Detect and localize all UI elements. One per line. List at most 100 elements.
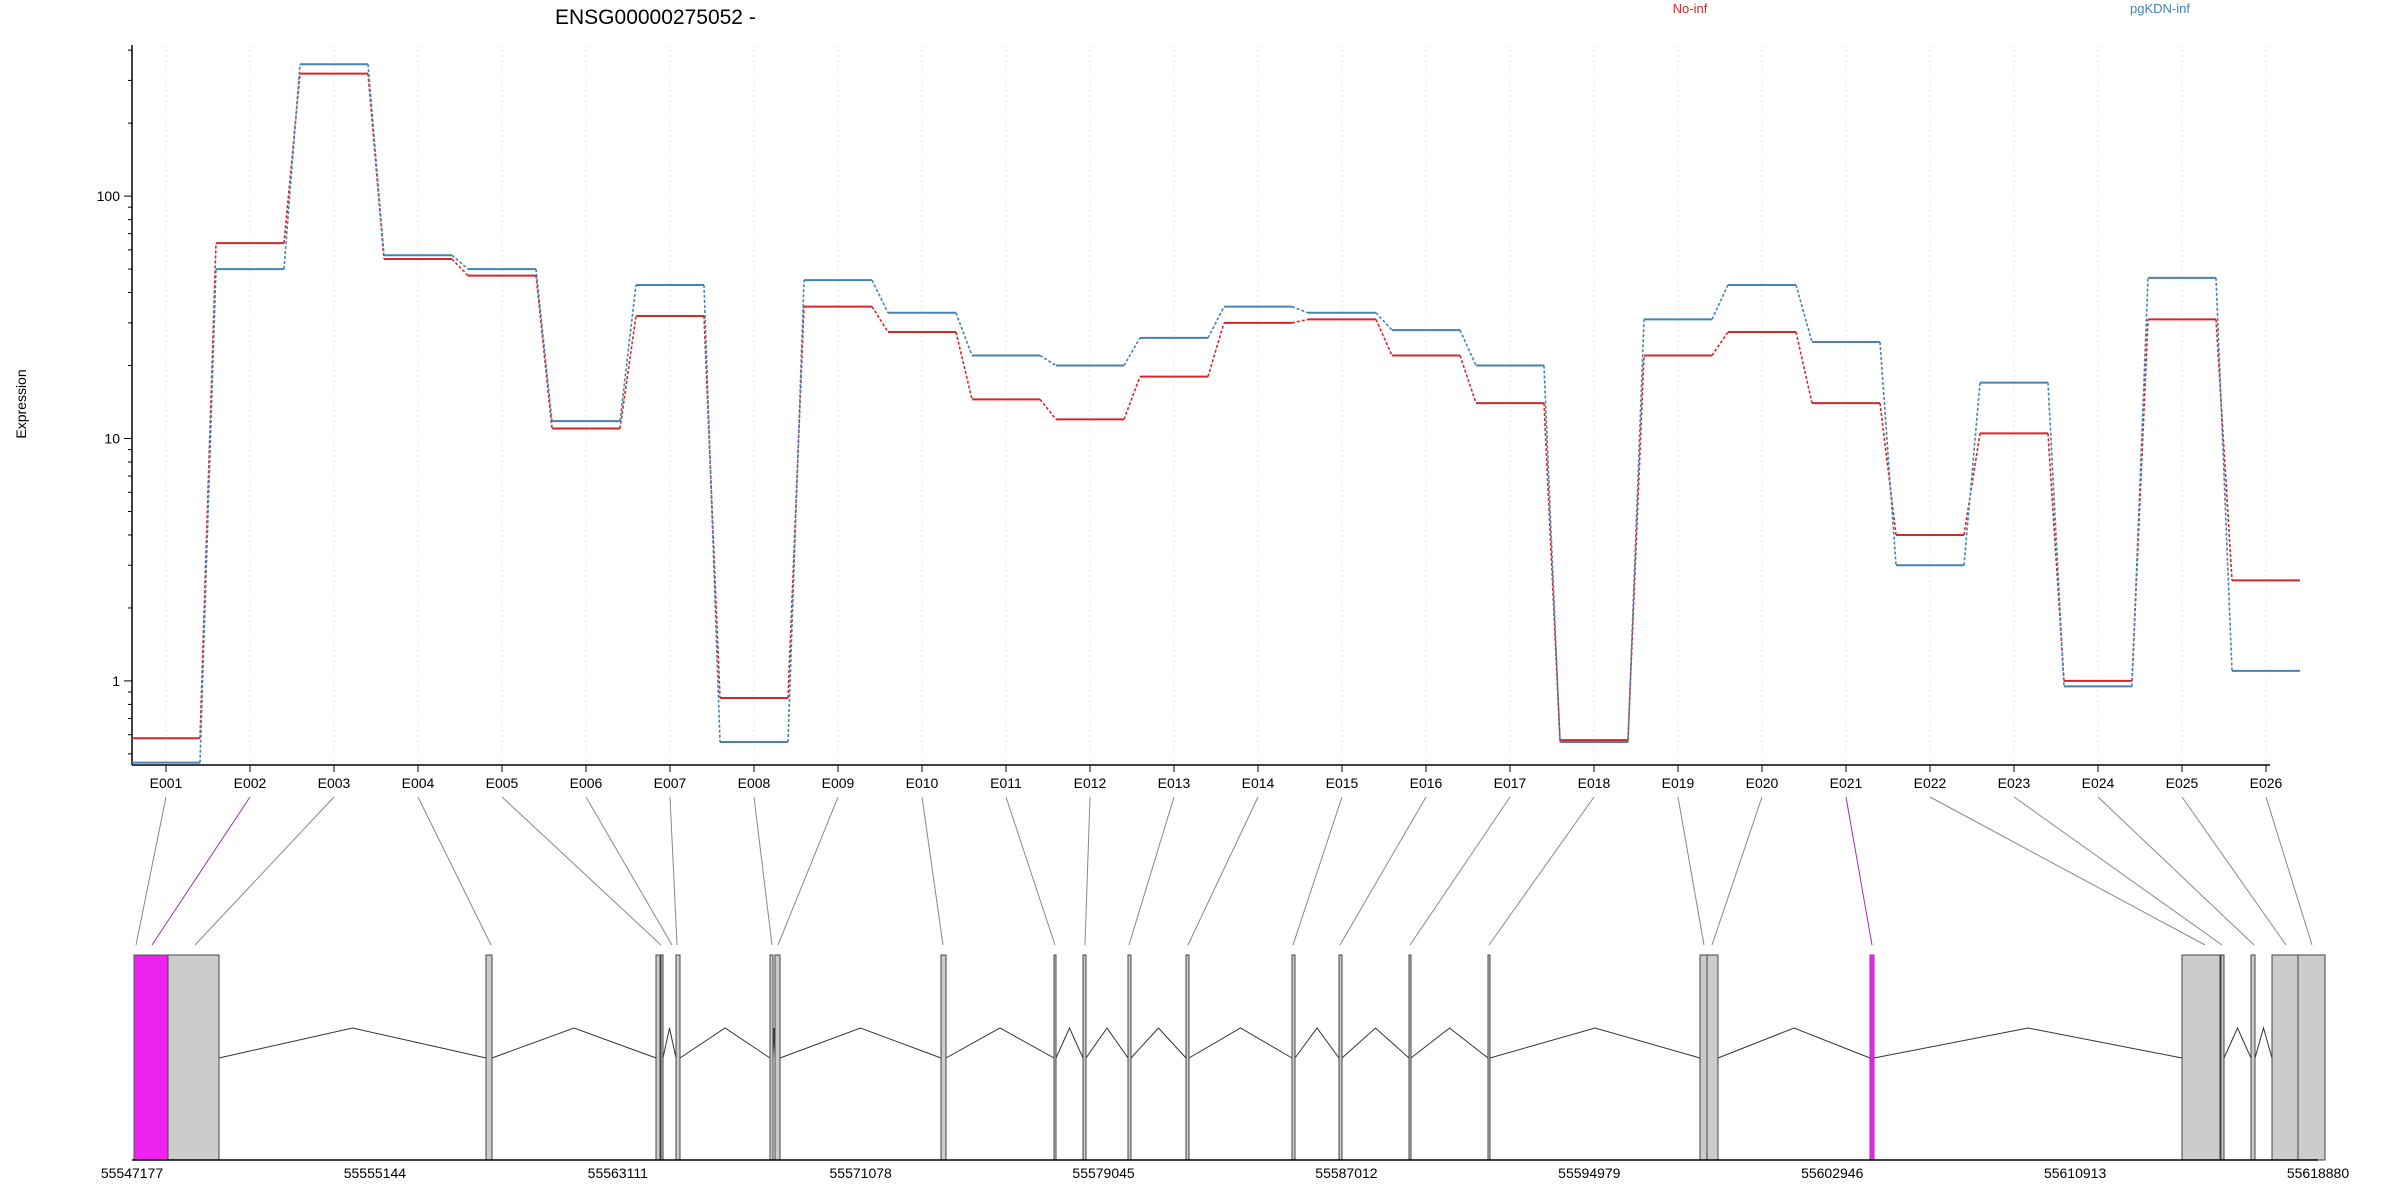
x-tick-label: E001 [150,775,183,791]
exon-transition-line [1039,354,1057,367]
highlighted-exon [133,954,169,1161]
intron-line [1130,1027,1187,1059]
exon-transition-line [619,315,637,429]
exon-box [940,954,947,1161]
exon-connector [1084,796,1091,946]
intron-line [491,1027,657,1059]
exon-transition-line [1123,337,1141,366]
coord-tick-label: 55602946 [1801,1165,1864,1181]
exon-connector [1005,796,1056,946]
exon-transition-line [1795,331,1813,404]
exon-transition-line [1291,318,1309,324]
exon-transition-line [1375,312,1393,331]
coord-tick-label: 55594979 [1558,1165,1621,1181]
exon-transition-line [1123,376,1141,420]
coord-tick-label: 55547177 [101,1165,164,1181]
x-tick-label: E018 [1578,775,1611,791]
x-tick-label: E020 [1746,775,1779,791]
x-tick-label: E025 [2166,775,2199,791]
exon-box [1082,954,1087,1161]
exon-connector [1128,796,1175,946]
exon-transition-line [1543,365,1561,743]
exon-connector [501,796,662,946]
exon-box [1408,954,1412,1161]
x-tick-label: E026 [2250,775,2283,791]
intron-line [779,1027,942,1059]
legend-label-no-inf: No-inf [1673,1,1708,16]
intron-line [945,1027,1055,1059]
exon-transition-line [1879,341,1897,566]
exon-transition-line [955,312,973,356]
x-tick-label: E017 [1494,775,1527,791]
exon-box [1127,954,1132,1161]
x-tick-label: E022 [1914,775,1947,791]
y-axis: 1 10 100 [97,45,133,765]
intron-line [1410,1027,1489,1059]
intron-line [1188,1027,1293,1059]
intron-line [1085,1027,1129,1059]
exon-box [2297,954,2326,1161]
exon-box [1706,954,1719,1161]
exon-connector [417,796,492,946]
exon-transition-line [955,331,973,400]
exon-box [660,954,664,1161]
exon-transition-line [199,243,217,739]
exon-connector-lines [135,796,2313,946]
exon-box [1291,954,1296,1161]
exon-transition-line [1207,306,1225,339]
intron-line [2254,1026,2273,1059]
x-tick-label: E006 [570,775,603,791]
exon-transition-line [1459,329,1477,366]
y-axis-label: Expression [13,369,29,438]
x-tick-label: E014 [1242,775,1275,791]
x-tick-label: E011 [990,775,1022,791]
genomic-coordinate-axis: 55547177 55555144 55563111 55571078 55579045… [101,1159,2350,1181]
intron-line [1489,1027,1701,1059]
exon-transition-line [787,280,805,743]
exon-transition-line [367,64,385,256]
exon-connector [2265,796,2313,946]
series-no-inf [132,72,2300,742]
intron-line [662,1027,677,1059]
exon-box [1338,954,1343,1161]
exon-transition-line [1039,398,1057,420]
exon-connector [1677,796,1705,946]
x-tick-label: E019 [1662,775,1695,791]
exon-transition-line [1543,403,1561,741]
exon-connector [1488,796,1595,946]
exon-connector [921,796,944,946]
exon-connector [2097,796,2255,946]
intron-line [1717,1027,1871,1059]
coord-tick-label: 55563111 [588,1165,648,1181]
exon-transition-line [2215,277,2233,671]
exon-transition-line [451,254,469,270]
coord-tick-label: 55618880 [2287,1165,2350,1181]
x-tick-label: E021 [1830,775,1863,791]
exon-transition-line [1795,284,1813,343]
exon-box [2181,954,2221,1161]
x-tick-label: E024 [2082,775,2115,791]
exon-box [167,954,220,1161]
series-lines [132,63,2300,764]
x-tick-label: E002 [234,775,267,791]
intron-line [679,1027,771,1059]
x-tick-label: E013 [1158,775,1191,791]
exon-transition-line [1627,355,1645,741]
y-tick-label: 100 [97,188,121,204]
exon-transition-line [619,284,637,422]
series-pgkdn-inf [132,63,2300,764]
exon-connector [2181,796,2287,946]
exon-transition-line [1711,284,1729,320]
exon-transition-line [2131,277,2149,687]
x-tick-label: E023 [1998,775,2031,791]
exon-transition-line [1627,319,1645,743]
intron-line [218,1027,487,1059]
exon-transition-line [535,268,553,422]
coord-tick-label: 55610913 [2044,1165,2107,1181]
coord-tick-label: 55587012 [1315,1165,1378,1181]
intron-line [1294,1027,1340,1059]
exon-connector [194,796,335,946]
intron-line [1341,1027,1410,1059]
exon-connector [1187,796,1259,946]
